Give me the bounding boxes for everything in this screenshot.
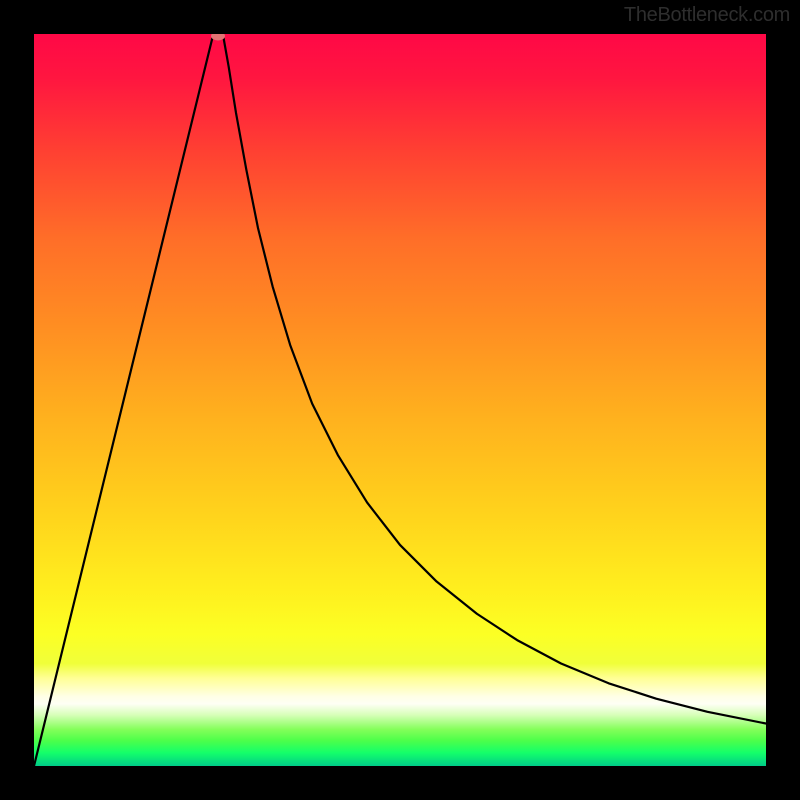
plot-area [34,34,766,766]
bottleneck-curve [34,34,766,766]
curve-layer [34,34,766,766]
watermark-text: TheBottleneck.com [624,4,790,27]
